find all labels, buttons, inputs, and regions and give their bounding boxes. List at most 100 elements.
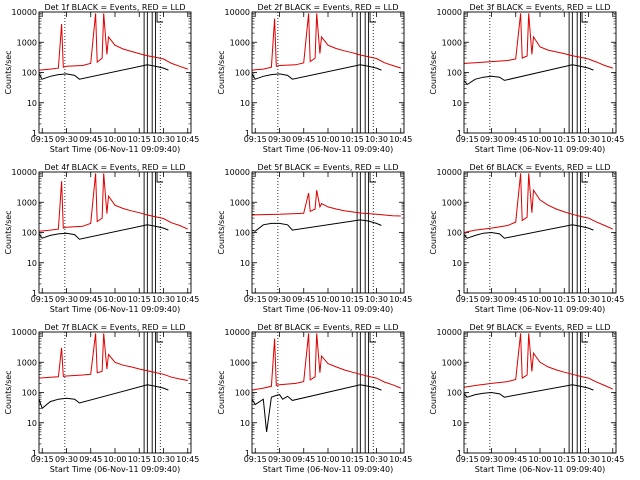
x-tick-label: 10:45 [389, 135, 412, 144]
x-tick-label: 10:45 [176, 455, 199, 464]
chart-title: Det 1f BLACK = Events, RED = LLD [44, 3, 185, 12]
x-tick-label: 09:30 [55, 455, 78, 464]
y-axis-label: Counts/sec [217, 210, 226, 254]
x-tick-label: 10:30 [365, 455, 388, 464]
events-series-line [39, 64, 169, 80]
plot-frame [463, 171, 617, 294]
l-marker [369, 172, 377, 183]
chart-panel-5: Det 5f BLACK = Events, RED = LLD Counts/s… [217, 163, 412, 314]
y-tick-label: 10000 [12, 168, 37, 177]
x-tick-label: 10:00 [528, 455, 551, 464]
x-axis-label: Start Time (06-Nov-11 09:09:40) [50, 305, 180, 314]
lld-series-line [252, 13, 401, 71]
x-axis-label: Start Time (06-Nov-11 09:09:40) [50, 465, 180, 474]
x-tick-label: 10:15 [128, 135, 151, 144]
chart-title: Det 9f BLACK = Events, RED = LLD [469, 323, 610, 332]
x-tick-label: 09:45 [292, 295, 315, 304]
x-tick-label: 10:30 [152, 455, 175, 464]
x-tick-label: 10:15 [553, 135, 576, 144]
x-tick-label: 09:30 [55, 135, 78, 144]
x-tick-label: 09:15 [456, 295, 479, 304]
chart-panel-9: Det 9f BLACK = Events, RED = LLD Counts/s… [429, 323, 624, 474]
chart-title: Det 4f BLACK = Events, RED = LLD [44, 163, 185, 172]
x-tick-label: 09:30 [480, 295, 503, 304]
x-tick-label: 10:45 [389, 295, 412, 304]
y-tick-label: 100 [235, 229, 250, 238]
chart-title: Det 3f BLACK = Events, RED = LLD [469, 3, 610, 12]
y-tick-label: 1 [32, 289, 37, 298]
plot-frame [38, 331, 192, 454]
lld-series-line [464, 13, 613, 69]
plot-frame [251, 171, 405, 294]
y-tick-label: 100 [22, 69, 37, 78]
y-tick-label: 1000 [442, 358, 462, 367]
x-tick-label: 10:00 [528, 135, 551, 144]
x-tick-label: 09:15 [244, 295, 267, 304]
x-tick-label: 09:45 [79, 135, 102, 144]
lld-series-line [464, 333, 614, 390]
x-axis-label: Start Time (06-Nov-11 09:09:40) [475, 305, 605, 314]
chart-title: Det 6f BLACK = Events, RED = LLD [469, 163, 610, 172]
chart-panel-2: Det 2f BLACK = Events, RED = LLD Counts/s… [217, 3, 412, 154]
y-tick-label: 100 [447, 69, 462, 78]
chart-panel-8: Det 8f BLACK = Events, RED = LLD Counts/s… [217, 323, 412, 474]
x-tick-label: 09:45 [504, 455, 527, 464]
y-tick-label: 10 [452, 259, 462, 268]
chart-title: Det 7f BLACK = Events, RED = LLD [44, 323, 185, 332]
plot-frame [38, 171, 192, 294]
y-tick-label: 10 [240, 99, 250, 108]
x-tick-label: 10:00 [103, 455, 126, 464]
plot-frame [251, 331, 405, 454]
x-tick-label: 09:30 [55, 295, 78, 304]
y-tick-label: 10000 [12, 8, 37, 17]
x-tick-label: 10:15 [341, 135, 364, 144]
plot-frame [38, 11, 192, 134]
l-marker [156, 332, 164, 343]
y-tick-label: 10000 [437, 328, 462, 337]
y-tick-label: 1 [32, 449, 37, 458]
x-tick-label: 10:30 [577, 295, 600, 304]
y-tick-label: 1 [457, 449, 462, 458]
l-marker [581, 332, 589, 343]
events-series-line [252, 384, 382, 432]
events-series-line [252, 219, 382, 232]
x-tick-label: 09:30 [480, 455, 503, 464]
chart-title: Det 5f BLACK = Events, RED = LLD [257, 163, 398, 172]
x-tick-label: 09:45 [79, 455, 102, 464]
x-tick-label: 10:15 [553, 455, 576, 464]
x-tick-label: 10:30 [577, 455, 600, 464]
x-axis-label: Start Time (06-Nov-11 09:09:40) [475, 145, 605, 154]
events-series-line [252, 64, 382, 80]
y-tick-label: 10 [27, 259, 37, 268]
x-tick-label: 10:30 [577, 135, 600, 144]
y-axis-label: Counts/sec [4, 50, 13, 94]
chart-panel-4: Det 4f BLACK = Events, RED = LLD Counts/s… [4, 163, 199, 314]
lld-series-line [252, 333, 401, 391]
events-series-line [464, 64, 594, 86]
x-tick-label: 09:30 [480, 135, 503, 144]
x-tick-label: 09:15 [244, 135, 267, 144]
x-tick-label: 10:15 [128, 295, 151, 304]
y-tick-label: 100 [22, 229, 37, 238]
y-axis-label: Counts/sec [4, 370, 13, 414]
lld-series-line [39, 333, 188, 381]
x-tick-label: 10:15 [341, 455, 364, 464]
y-tick-label: 10 [240, 419, 250, 428]
y-tick-label: 1000 [230, 198, 250, 207]
y-tick-label: 10 [27, 419, 37, 428]
chart-title: Det 2f BLACK = Events, RED = LLD [257, 3, 398, 12]
x-tick-label: 10:45 [601, 455, 624, 464]
l-marker [581, 12, 589, 23]
x-tick-label: 10:45 [389, 455, 412, 464]
x-axis-label: Start Time (06-Nov-11 09:09:40) [50, 145, 180, 154]
y-tick-label: 1000 [230, 358, 250, 367]
l-marker [369, 332, 377, 343]
x-tick-label: 10:45 [601, 135, 624, 144]
x-tick-label: 10:30 [365, 135, 388, 144]
x-tick-label: 10:45 [176, 135, 199, 144]
x-tick-label: 10:15 [341, 295, 364, 304]
x-tick-label: 09:15 [31, 455, 54, 464]
x-tick-label: 09:30 [268, 295, 291, 304]
x-tick-label: 09:15 [456, 455, 479, 464]
